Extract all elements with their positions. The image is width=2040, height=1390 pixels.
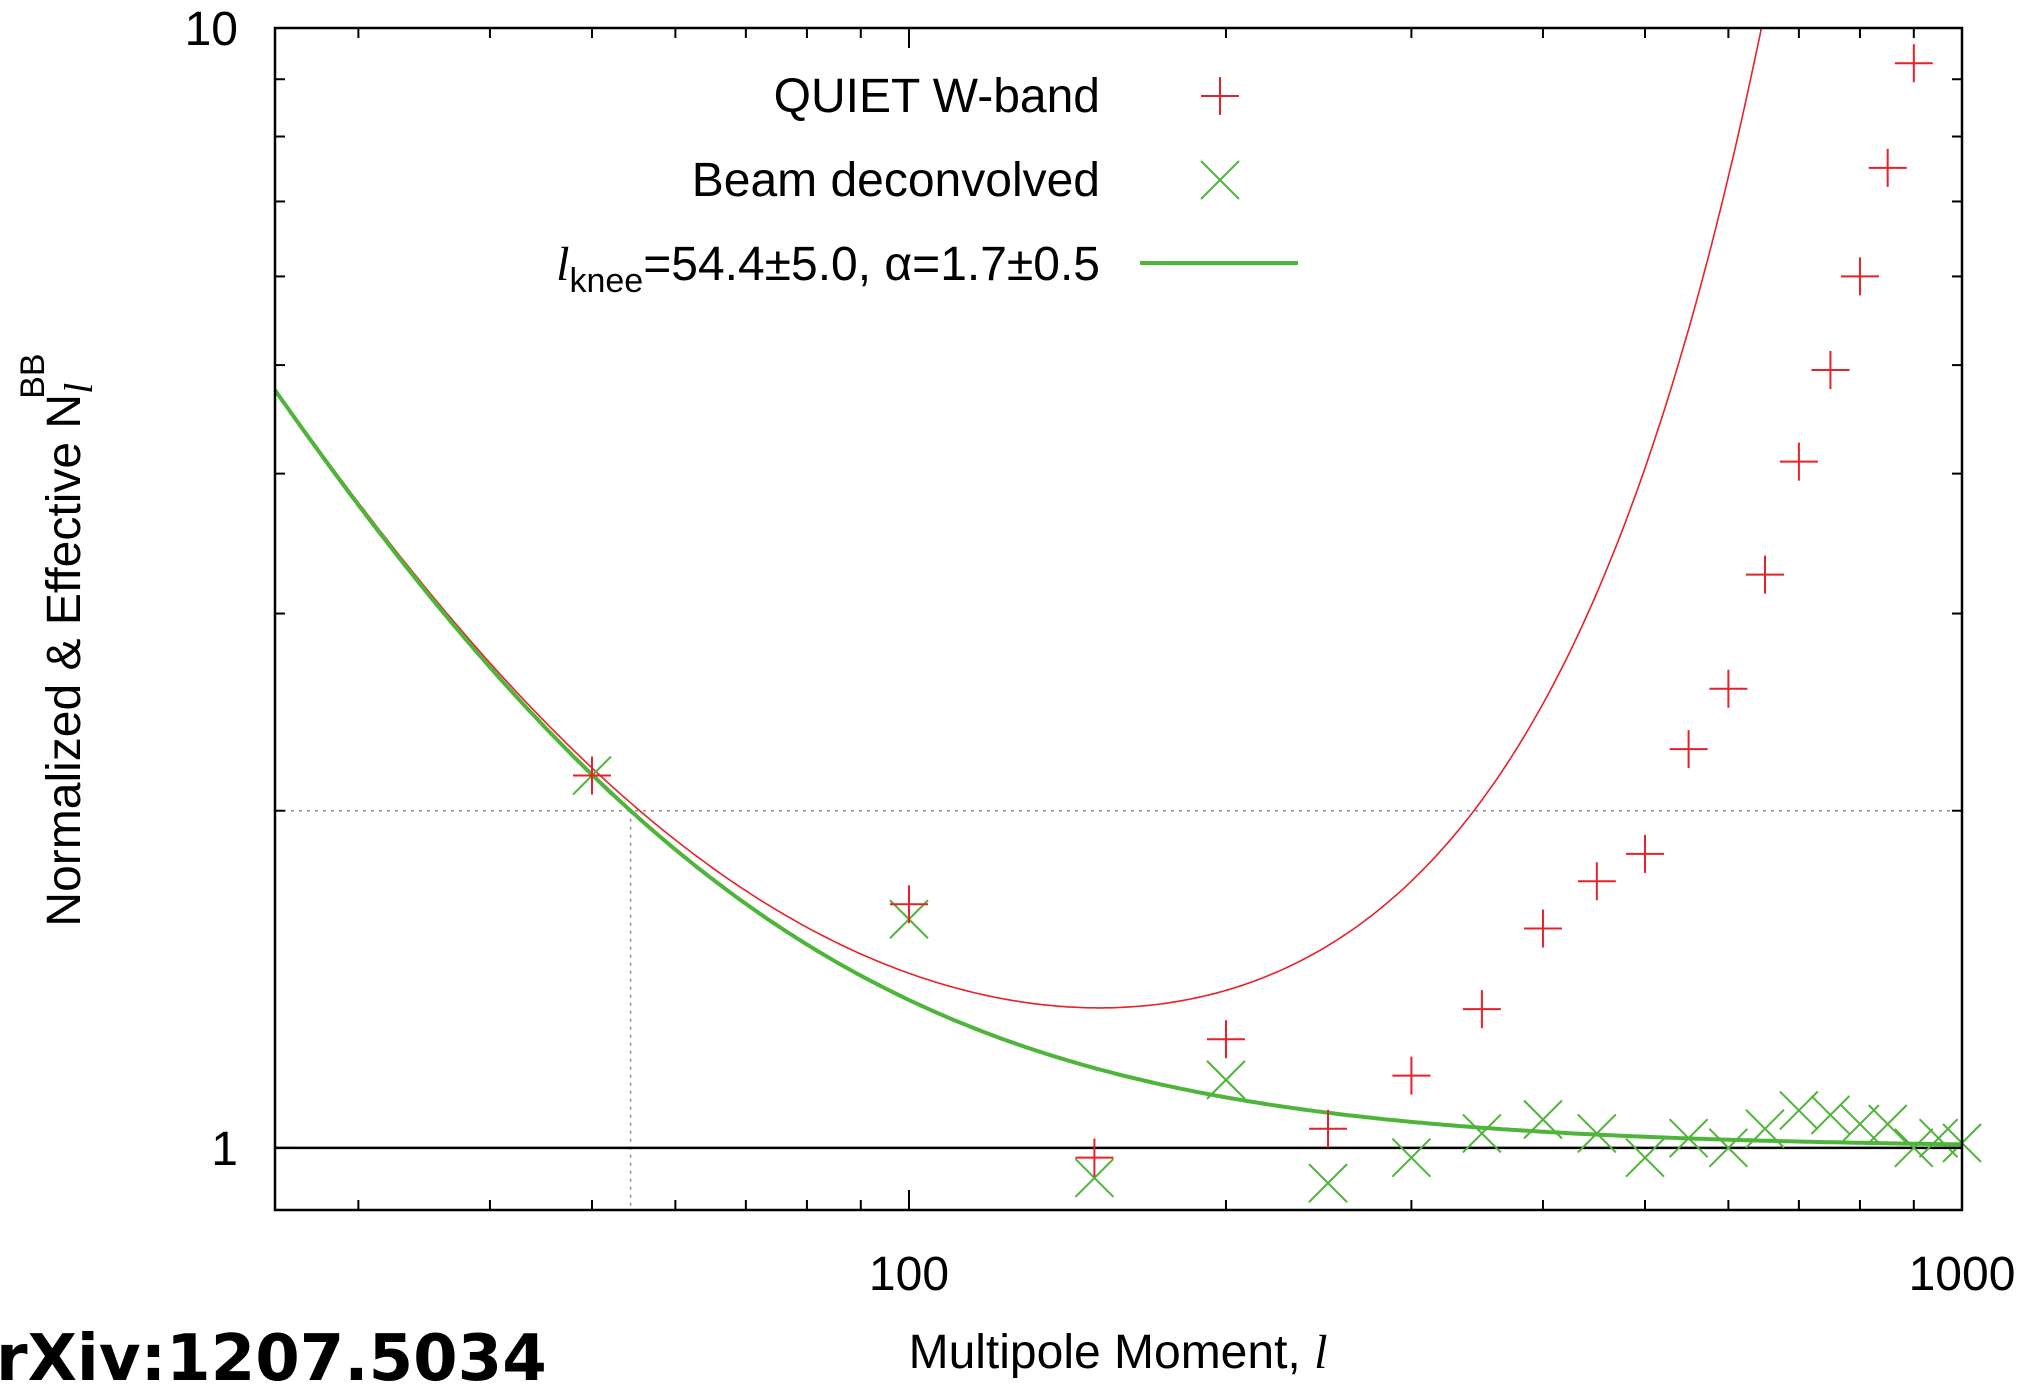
quiet-wband-point [1523, 909, 1562, 948]
beam-deconvolved-point [1745, 1109, 1785, 1149]
legend-label-beam: Beam deconvolved [692, 154, 1100, 207]
quiet-wband-point [889, 885, 928, 924]
beam-deconvolved-point [1840, 1104, 1880, 1144]
quiet-wband-point [1840, 257, 1879, 296]
beam-deconvolved-point [1462, 1113, 1502, 1154]
quiet-wband-point [1626, 834, 1665, 873]
legend-label-quiet: QUIET W-band [774, 70, 1100, 123]
quiet-wband-point [1462, 990, 1501, 1029]
fit-label-rest: =54.4±5.0, α=1.7±0.5 [643, 238, 1100, 291]
quiet-wband-point [1392, 1056, 1431, 1095]
quiet-wband-point [1868, 148, 1907, 187]
beam-deconvolved-point [1206, 1060, 1246, 1100]
beam-deconvolved-point [1074, 1158, 1115, 1198]
y-axis-title: Normalized & Effective NlBB [14, 353, 101, 926]
data-markers [572, 44, 1982, 1203]
beam-deconvolved-point [1708, 1128, 1749, 1168]
beam-deconvolved-point [1918, 1118, 1959, 1158]
beam-deconvolved-point [1523, 1099, 1563, 1140]
beam-deconvolved-point [1577, 1113, 1617, 1154]
quiet-wband-point [1709, 669, 1748, 708]
legend-label-fit: lknee=54.4±5.0, α=1.7±0.5 [556, 238, 1100, 300]
fit-label-sub: knee [569, 262, 643, 300]
quiet-wband-point [1669, 730, 1708, 769]
quiet-wband-point [1309, 1109, 1348, 1148]
quiet-wband-point [572, 756, 611, 795]
quiet-wband-point [1577, 862, 1616, 901]
axis-ticks [275, 27, 1963, 1210]
axis-tick-labels: 100 1000 1 10 [185, 3, 2016, 1301]
quiet-wband-point [1894, 44, 1933, 83]
beam-deconvolved-point [1391, 1137, 1432, 1178]
y-tick-label: 1 [211, 1123, 238, 1176]
legend: QUIET W-band Beam deconvolved lknee=54.4… [556, 70, 1298, 300]
quiet-wband-point [1075, 1138, 1114, 1177]
beam-deconvolved-point [1894, 1128, 1934, 1168]
legend-cross-glyph [1200, 160, 1240, 200]
beam-deconvolved-point [1668, 1118, 1709, 1158]
knee-guide-lines [275, 809, 1962, 1210]
legend-marker-cross [1200, 160, 1240, 200]
x-tick-label: 100 [869, 1248, 949, 1301]
quiet-wband-point [1206, 1020, 1245, 1059]
quiet-wband-point [1811, 350, 1850, 389]
plot-frame [273, 26, 1964, 1212]
knee-fit-curve [273, 388, 1963, 1147]
beam-deconvolved-point [1308, 1163, 1348, 1203]
x-axis-title: Multipole Moment, l [909, 1326, 1328, 1379]
beam-deconvolved-point [1625, 1137, 1665, 1178]
beam-deconvolved-point [1779, 1090, 1819, 1131]
beam-deconvolved-point [1810, 1095, 1851, 1135]
beam-deconvolved-point [1867, 1104, 1908, 1144]
y-tick-label: 10 [185, 3, 238, 56]
x-tick-label: 1000 [1909, 1248, 2016, 1301]
arxiv-id: rXiv:1207.5034 [0, 1322, 547, 1390]
legend-marker-plus [1201, 77, 1239, 115]
quiet-fit-curve [274, 27, 1763, 1009]
quiet-wband-point [1779, 442, 1818, 481]
fit-label-var: l [556, 238, 569, 291]
legend-plus-glyph [1201, 77, 1239, 115]
quiet-wband-point [1745, 555, 1784, 594]
